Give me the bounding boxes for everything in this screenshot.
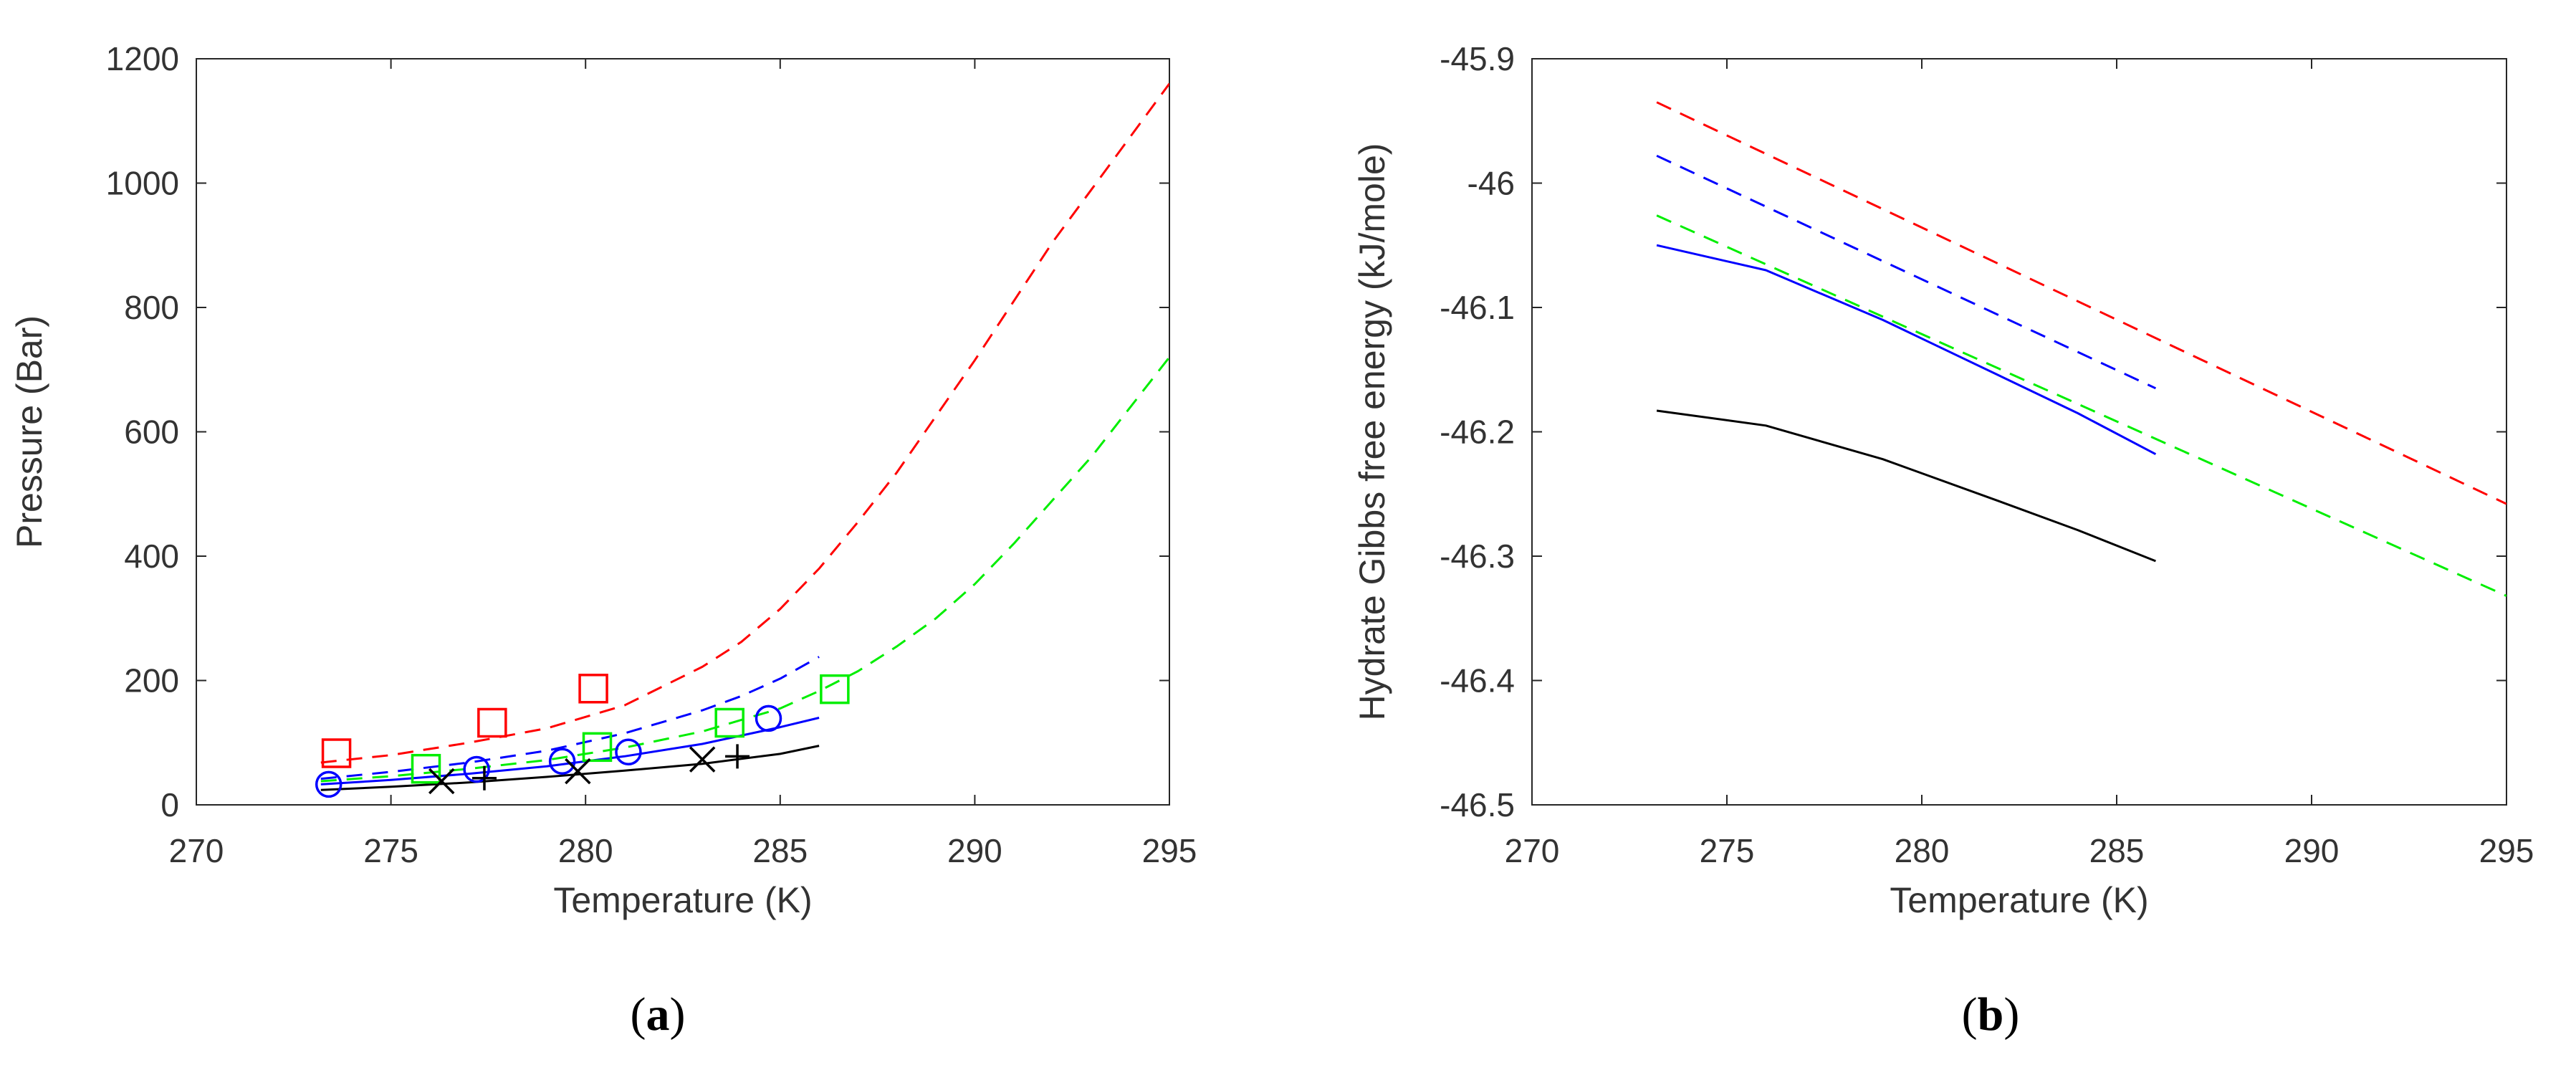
caption-b: (b) [1961, 988, 2020, 1041]
x-tick-label: 275 [363, 832, 418, 869]
data-point-square [411, 753, 441, 784]
plot-area [315, 82, 1169, 798]
y-tick-label: -46.1 [1440, 289, 1515, 326]
plot-frame [196, 58, 1170, 806]
series-line-red-dashed [1656, 101, 2506, 505]
chart-panel-a: 270 275 280 285 290 295 0 200 400 600 800 1000 1200 T… [9, 40, 1197, 920]
y-axis-label: Pressure (Bar) [9, 315, 49, 548]
data-point-cross [565, 758, 591, 785]
data-point-circle [548, 748, 576, 775]
y-tick-label: -46.5 [1440, 786, 1515, 823]
series-line-red-dashed [320, 82, 1169, 764]
data-point-plus [471, 765, 497, 791]
y-tick-label: 200 [124, 662, 179, 699]
x-tick-label: 275 [1700, 832, 1755, 869]
data-point-cross [689, 746, 716, 773]
data-point-circle [755, 705, 782, 732]
x-tick-label: 285 [2089, 832, 2145, 869]
y-tick-label: -46 [1467, 165, 1515, 202]
y-axis-label: Hydrate Gibbs free energy (kJ/mole) [1352, 143, 1392, 721]
data-point-square [820, 674, 850, 705]
y-tick-label: 800 [124, 289, 179, 326]
x-tick-label: 290 [947, 832, 1002, 869]
x-tick-label: 270 [1505, 832, 1560, 869]
data-point-circle [463, 755, 490, 783]
x-tick-label: 280 [1895, 832, 1950, 869]
x-axis-label: Temperature (K) [553, 880, 812, 920]
data-point-cross [428, 768, 455, 795]
series-line-black-solid [1656, 409, 2156, 563]
x-tick-label: 270 [169, 832, 224, 869]
y-tick-label: 400 [124, 538, 179, 575]
x-tick-label: 295 [2479, 832, 2534, 869]
y-tick-label: 600 [124, 414, 179, 451]
data-point-square [321, 738, 352, 768]
y-tick-label: -46.2 [1440, 414, 1515, 451]
data-point-plus [725, 744, 750, 769]
x-tick-label: 285 [752, 832, 808, 869]
caption-a: (a) [630, 988, 686, 1041]
y-tick-label: 0 [161, 786, 179, 823]
plot-frame [1531, 58, 2507, 806]
data-point-circle [615, 738, 642, 766]
series-line-blue-dashed [1656, 154, 2157, 390]
x-tick-label: 295 [1142, 832, 1197, 869]
series-line-green-dashed [1656, 214, 2506, 597]
series-line-black-solid [320, 745, 820, 791]
plot-area [1656, 101, 2506, 597]
y-tick-label: -45.9 [1440, 40, 1515, 77]
y-tick-label: 1200 [106, 40, 179, 77]
x-tick-label: 290 [2284, 832, 2340, 869]
data-point-square [578, 674, 608, 704]
x-axis-label: Temperature (K) [1890, 880, 2148, 920]
x-tick-label: 280 [558, 832, 613, 869]
series-line-blue-solid [1656, 244, 2157, 456]
y-tick-label: -46.3 [1440, 538, 1515, 575]
chart-panel-b: 270 275 280 285 290 295 -46.5 -46.4 -46.3 -46.2 -4… [1352, 40, 2534, 920]
data-point-square [582, 732, 613, 763]
data-point-square [714, 707, 744, 738]
data-point-square [477, 707, 507, 738]
series-line-green-dashed [320, 356, 1169, 783]
y-tick-label: 1000 [106, 165, 179, 202]
y-tick-label: -46.4 [1440, 662, 1515, 699]
data-point-circle [315, 770, 343, 798]
